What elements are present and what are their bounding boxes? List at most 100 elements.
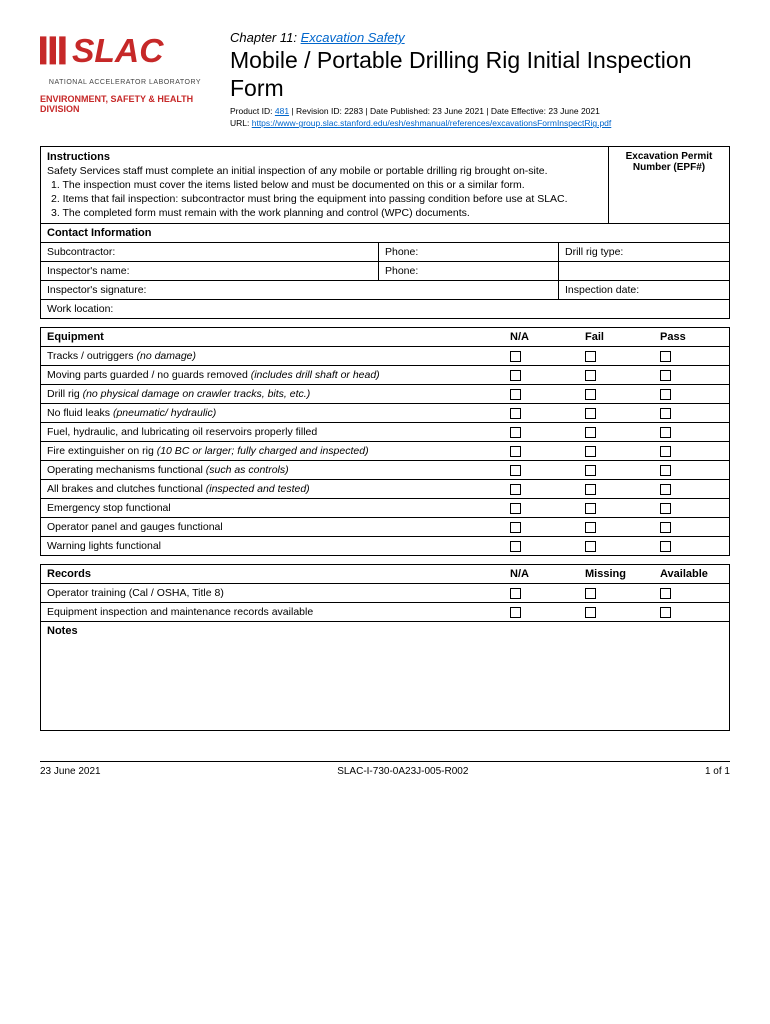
checkbox-cell [504, 480, 579, 498]
checkbox-cell [654, 347, 729, 365]
checkbox-cell [579, 347, 654, 365]
checkbox[interactable] [585, 389, 596, 400]
checkbox[interactable] [510, 607, 521, 618]
checkbox[interactable] [585, 503, 596, 514]
check-label: Tracks / outriggers (no damage) [41, 347, 504, 365]
check-label: Warning lights functional [41, 537, 504, 555]
checkbox[interactable] [510, 408, 521, 419]
logo-subtitle: NATIONAL ACCELERATOR LABORATORY [40, 79, 210, 86]
product-id-label: Product ID: [230, 106, 275, 116]
col-missing: Missing [579, 565, 654, 583]
phone-field[interactable]: Phone: [379, 262, 559, 280]
checkbox[interactable] [510, 588, 521, 599]
checkbox-cell [579, 385, 654, 403]
checkbox[interactable] [660, 351, 671, 362]
checkbox[interactable] [510, 446, 521, 457]
checkbox[interactable] [510, 370, 521, 381]
checkbox[interactable] [660, 484, 671, 495]
checkbox[interactable] [510, 351, 521, 362]
check-row: Warning lights functional [41, 537, 729, 555]
checkbox-cell [654, 518, 729, 536]
col-available: Available [654, 565, 729, 583]
permit-line2: Number (EPF#) [615, 162, 723, 173]
equipment-header: Equipment [41, 328, 504, 346]
checkbox-cell [579, 518, 654, 536]
footer-page: 1 of 1 [705, 766, 730, 777]
notes-body[interactable] [41, 640, 729, 730]
checkbox-cell [654, 404, 729, 422]
checkbox[interactable] [510, 503, 521, 514]
checkbox[interactable] [585, 370, 596, 381]
blank-cell [559, 262, 729, 280]
check-row: All brakes and clutches functional (insp… [41, 480, 729, 499]
checkbox[interactable] [585, 522, 596, 533]
col-na: N/A [504, 328, 579, 346]
checkbox[interactable] [585, 408, 596, 419]
check-row: Emergency stop functional [41, 499, 729, 518]
instruction-item: 2. Items that fail inspection: subcontra… [47, 193, 602, 205]
checkbox-cell [579, 423, 654, 441]
permit-box: Excavation Permit Number (EPF#) [609, 147, 729, 223]
inspector-sig-field[interactable]: Inspector's signature: [41, 281, 559, 299]
url-link[interactable]: https://www-group.slac.stanford.edu/esh/… [252, 118, 612, 128]
checkbox[interactable] [510, 389, 521, 400]
checkbox[interactable] [660, 427, 671, 438]
document-header: SLAC NATIONAL ACCELERATOR LABORATORY ENV… [40, 30, 730, 128]
inspection-date-field[interactable]: Inspection date: [559, 281, 729, 299]
checkbox[interactable] [660, 541, 671, 552]
checkbox[interactable] [510, 465, 521, 476]
checkbox[interactable] [510, 541, 521, 552]
checkbox-cell [654, 499, 729, 517]
equipment-table: Equipment N/A Fail Pass Tracks / outrigg… [40, 327, 730, 556]
checkbox-cell [654, 442, 729, 460]
checkbox[interactable] [660, 370, 671, 381]
checkbox[interactable] [585, 588, 596, 599]
subcontractor-field[interactable]: Subcontractor: [41, 243, 379, 261]
checkbox-cell [579, 537, 654, 555]
checkbox[interactable] [660, 503, 671, 514]
checkbox[interactable] [585, 427, 596, 438]
check-row: Operating mechanisms functional (such as… [41, 461, 729, 480]
check-label: Operating mechanisms functional (such as… [41, 461, 504, 479]
division-label: ENVIRONMENT, SAFETY & HEALTH DIVISION [40, 94, 210, 114]
checkbox-cell [504, 499, 579, 517]
checkbox-cell [579, 584, 654, 602]
checkbox[interactable] [510, 427, 521, 438]
chapter-link[interactable]: Excavation Safety [301, 30, 405, 45]
checkbox[interactable] [585, 465, 596, 476]
checkbox[interactable] [660, 588, 671, 599]
checkbox[interactable] [585, 351, 596, 362]
checkbox-cell [504, 603, 579, 621]
instructions-main: Instructions Safety Services staff must … [41, 147, 609, 223]
check-label: Operator training (Cal / OSHA, Title 8) [41, 584, 504, 602]
inspector-name-field[interactable]: Inspector's name: [41, 262, 379, 280]
work-location-field[interactable]: Work location: [41, 300, 729, 318]
checkbox[interactable] [660, 522, 671, 533]
rig-type-field[interactable]: Drill rig type: [559, 243, 729, 261]
checkbox[interactable] [510, 522, 521, 533]
checkbox-cell [504, 518, 579, 536]
check-label: Drill rig (no physical damage on crawler… [41, 385, 504, 403]
checkbox[interactable] [660, 389, 671, 400]
logo-column: SLAC NATIONAL ACCELERATOR LABORATORY ENV… [40, 30, 210, 114]
notes-header: Notes [41, 621, 729, 640]
checkbox[interactable] [585, 541, 596, 552]
meta-line: Product ID: 481 | Revision ID: 2283 | Da… [230, 106, 730, 116]
checkbox[interactable] [585, 607, 596, 618]
checkbox[interactable] [510, 484, 521, 495]
checkbox[interactable] [660, 465, 671, 476]
chapter-prefix: Chapter 11: [230, 30, 301, 45]
footer: 23 June 2021 SLAC-I-730-0A23J-005-R002 1… [40, 761, 730, 777]
col-fail: Fail [579, 328, 654, 346]
checkbox[interactable] [585, 484, 596, 495]
checkbox[interactable] [660, 607, 671, 618]
footer-date: 23 June 2021 [40, 766, 101, 777]
checkbox[interactable] [660, 446, 671, 457]
phone-field[interactable]: Phone: [379, 243, 559, 261]
checkbox-cell [654, 423, 729, 441]
contact-header: Contact Information [41, 223, 729, 243]
product-id-link[interactable]: 481 [275, 106, 289, 116]
checkbox[interactable] [585, 446, 596, 457]
checkbox[interactable] [660, 408, 671, 419]
checkbox-cell [504, 584, 579, 602]
